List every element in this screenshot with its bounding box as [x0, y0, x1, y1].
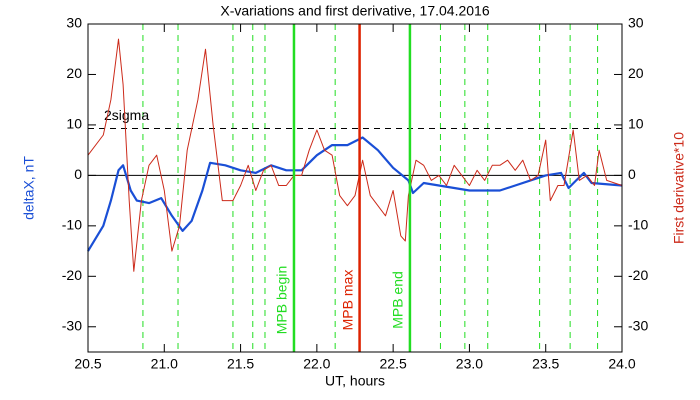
y2-tick-label: -30: [628, 317, 648, 333]
marker-label: MPB end: [390, 271, 406, 329]
x-tick-label: 22.5: [380, 356, 407, 372]
marker-label: MPB begin: [274, 266, 290, 334]
threshold-label: 2sigma: [104, 107, 149, 123]
y2-tick-label: 10: [628, 116, 644, 132]
series-line: [87, 38, 623, 272]
y2-tick-label: -20: [628, 267, 648, 283]
x-tick-label: 24.0: [608, 356, 635, 372]
x-tick-label: 21.5: [227, 356, 254, 372]
y-tick-label: -30: [62, 317, 82, 333]
marker-label: MPB max: [339, 270, 355, 331]
y-tick-label: 0: [74, 166, 82, 182]
y2-tick-label: 0: [628, 166, 636, 182]
y-tick-label: 20: [66, 65, 82, 81]
x-tick-label: 23.0: [456, 356, 483, 372]
x-tick-label: 23.5: [532, 356, 559, 372]
y2-tick-label: -10: [628, 217, 648, 233]
x-tick-label: 22.0: [303, 356, 330, 372]
chart-title: X-variations and first derivative, 17.04…: [220, 3, 489, 19]
y2-tick-label: 20: [628, 65, 644, 81]
x-tick-label: 20.5: [74, 356, 101, 372]
y-axis-label: deltaX, nT: [21, 156, 37, 220]
y-tick-label: -20: [62, 267, 82, 283]
y-tick-label: 10: [66, 116, 82, 132]
x-axis-label: UT, hours: [325, 373, 385, 389]
y2-tick-label: 30: [628, 15, 644, 31]
x-tick-label: 21.0: [151, 356, 178, 372]
y-tick-label: -10: [62, 217, 82, 233]
plot-frame: [87, 23, 623, 353]
y2-axis-label: First derivative*10: [671, 132, 687, 244]
y-tick-label: 30: [66, 15, 82, 31]
